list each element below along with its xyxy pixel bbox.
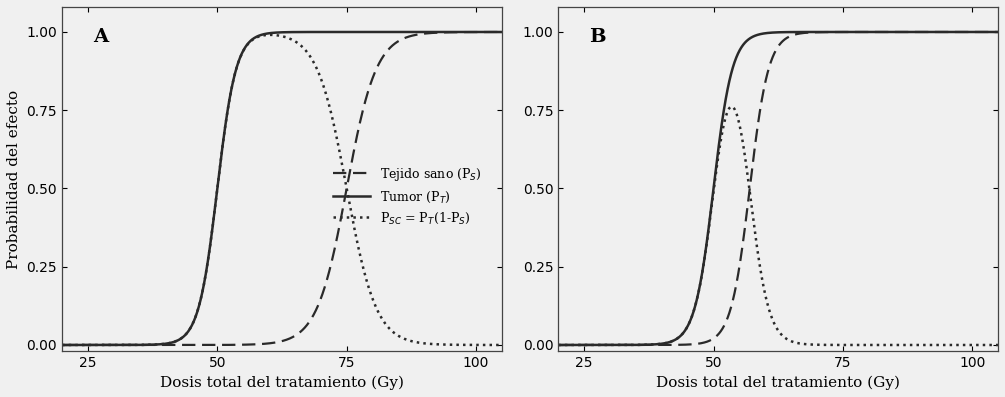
Tejido sano (P$_S$): [55, 343, 67, 347]
Line: P$_{SC}$ = P$_T$(1-P$_S$): P$_{SC}$ = P$_T$(1-P$_S$): [36, 35, 528, 345]
P$_{SC}$ = P$_T$(1-P$_S$): [256, 33, 268, 38]
Tejido sano (P$_S$): [256, 341, 268, 346]
P$_{SC}$ = P$_T$(1-P$_S$): [753, 256, 765, 260]
Text: B: B: [589, 28, 606, 46]
Tumor (P$_T$): [508, 30, 520, 35]
X-axis label: Dosis total del tratamiento (Gy): Dosis total del tratamiento (Gy): [160, 376, 404, 390]
Tumor (P$_T$): [552, 343, 564, 347]
Tumor (P$_T$): [417, 30, 429, 35]
P$_{SC}$ = P$_T$(1-P$_S$): [914, 343, 926, 347]
Tejido sano (P$_S$): [269, 340, 281, 345]
P$_{SC}$ = P$_T$(1-P$_S$): [522, 343, 534, 347]
Tejido sano (P$_S$): [1004, 30, 1005, 35]
P$_{SC}$ = P$_T$(1-P$_S$): [417, 341, 429, 346]
Tumor (P$_T$): [766, 30, 778, 35]
P$_{SC}$ = P$_T$(1-P$_S$): [264, 33, 276, 37]
P$_{SC}$ = P$_T$(1-P$_S$): [1004, 343, 1005, 347]
P$_{SC}$ = P$_T$(1-P$_S$): [1004, 343, 1005, 347]
Tumor (P$_T$): [256, 32, 268, 37]
Legend: Tejido sano (P$_S$), Tumor (P$_T$), P$_{SC}$ = P$_T$(1-P$_S$): Tejido sano (P$_S$), Tumor (P$_T$), P$_{…: [328, 161, 486, 231]
Tejido sano (P$_S$): [552, 343, 564, 347]
P$_{SC}$ = P$_T$(1-P$_S$): [508, 343, 520, 347]
Tejido sano (P$_S$): [753, 119, 765, 123]
Tumor (P$_T$): [753, 32, 765, 37]
Tejido sano (P$_S$): [508, 30, 520, 35]
Tejido sano (P$_S$): [522, 30, 534, 35]
P$_{SC}$ = P$_T$(1-P$_S$): [552, 343, 564, 347]
Tejido sano (P$_S$): [508, 30, 520, 35]
P$_{SC}$ = P$_T$(1-P$_S$): [269, 33, 281, 38]
Tumor (P$_T$): [1004, 30, 1005, 35]
Line: Tumor (P$_T$): Tumor (P$_T$): [36, 32, 528, 345]
Text: A: A: [92, 28, 108, 46]
Tumor (P$_T$): [527, 343, 539, 347]
Line: Tejido sano (P$_S$): Tejido sano (P$_S$): [533, 32, 1005, 345]
P$_{SC}$ = P$_T$(1-P$_S$): [55, 343, 67, 347]
Tejido sano (P$_S$): [766, 58, 778, 63]
P$_{SC}$ = P$_T$(1-P$_S$): [766, 315, 778, 320]
Tumor (P$_T$): [1003, 30, 1005, 35]
Tejido sano (P$_S$): [30, 343, 42, 347]
Tumor (P$_T$): [914, 30, 926, 35]
Tejido sano (P$_S$): [527, 343, 539, 347]
Tejido sano (P$_S$): [914, 30, 926, 35]
Line: Tumor (P$_T$): Tumor (P$_T$): [533, 32, 1005, 345]
Tumor (P$_T$): [269, 30, 281, 35]
Tumor (P$_T$): [522, 30, 534, 35]
P$_{SC}$ = P$_T$(1-P$_S$): [527, 343, 539, 347]
Line: Tejido sano (P$_S$): Tejido sano (P$_S$): [36, 32, 528, 345]
P$_{SC}$ = P$_T$(1-P$_S$): [726, 104, 738, 109]
Tejido sano (P$_S$): [417, 31, 429, 36]
Tumor (P$_T$): [55, 343, 67, 347]
Tumor (P$_T$): [30, 343, 42, 347]
Y-axis label: Probabilidad del efecto: Probabilidad del efecto: [7, 90, 21, 269]
P$_{SC}$ = P$_T$(1-P$_S$): [30, 343, 42, 347]
X-axis label: Dosis total del tratamiento (Gy): Dosis total del tratamiento (Gy): [656, 376, 900, 390]
Tumor (P$_T$): [508, 30, 520, 35]
Tejido sano (P$_S$): [1003, 30, 1005, 35]
P$_{SC}$ = P$_T$(1-P$_S$): [508, 343, 520, 347]
Line: P$_{SC}$ = P$_T$(1-P$_S$): P$_{SC}$ = P$_T$(1-P$_S$): [533, 107, 1005, 345]
